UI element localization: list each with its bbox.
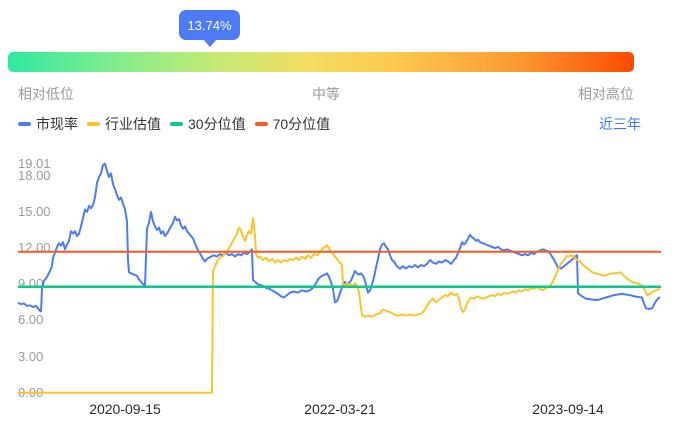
x-axis-tick: 2020-09-15: [89, 401, 161, 417]
chart-legend: 市现率 行业估值 30分位值 70分位值: [18, 114, 330, 134]
percentile-tooltip-value: 13.74%: [187, 17, 232, 33]
legend-dash-icon: [170, 122, 183, 126]
zone-label-mid: 中等: [312, 86, 340, 102]
legend-dash-icon: [254, 122, 268, 126]
legend-dash-icon: [18, 122, 31, 126]
legend-label: 行业估值: [105, 116, 161, 132]
legend-label: 70分位值: [272, 116, 331, 132]
y-axis-tick: 3.00: [18, 348, 44, 364]
legend-item-70-percentile[interactable]: 70分位值: [254, 114, 331, 134]
zone-label-high: 相对高位: [578, 86, 634, 102]
time-range-link[interactable]: 近三年: [599, 116, 641, 132]
legend-item-hangye-guzhi[interactable]: 行业估值: [87, 114, 161, 134]
y-axis-tick: 15.00: [18, 203, 51, 219]
series-line-行业估值[interactable]: [18, 217, 660, 394]
zone-label-low: 相对低位: [18, 86, 74, 102]
legend-item-30-percentile[interactable]: 30分位值: [170, 114, 246, 134]
y-axis-tick: 6.00: [18, 312, 44, 328]
legend-label: 市现率: [36, 116, 78, 132]
y-axis-tick: 18.00: [18, 167, 51, 183]
legend-item-shixianlv[interactable]: 市现率: [18, 114, 78, 134]
legend-dash-icon: [87, 122, 100, 126]
x-axis-tick: 2023-09-14: [532, 401, 604, 417]
legend-label: 30分位值: [188, 116, 246, 132]
series-line-市现率[interactable]: [17, 162, 661, 313]
percentile-tooltip: 13.74%: [179, 10, 240, 47]
x-axis-tick: 2022-03-21: [304, 401, 376, 417]
y-axis-tick: 19.01: [18, 155, 51, 171]
valuation-gradient-bar: [8, 52, 634, 72]
